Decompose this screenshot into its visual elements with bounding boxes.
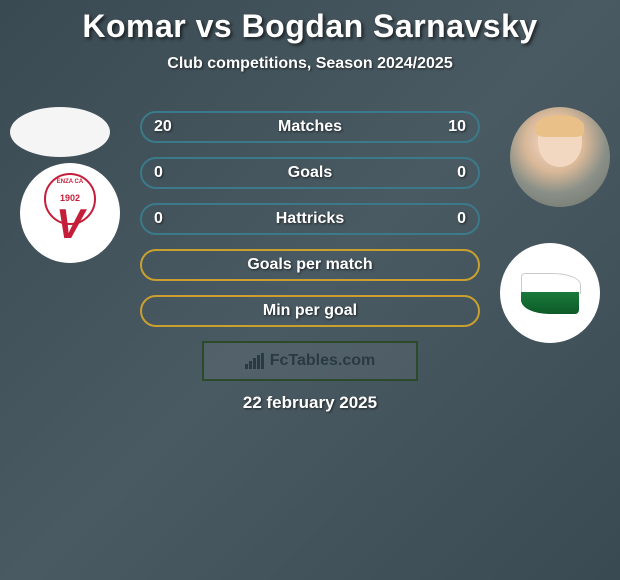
stat-value-right: 0 — [457, 210, 466, 228]
stat-value-left: 0 — [154, 164, 163, 182]
club-left-toptext: ENZA CA — [57, 179, 83, 185]
bars-icon — [245, 353, 264, 369]
stat-row: Goals per match — [140, 249, 480, 281]
stat-row: Min per goal — [140, 295, 480, 327]
stat-value-left: 20 — [154, 118, 172, 136]
club-right-flag-icon — [521, 273, 579, 313]
stat-value-right: 10 — [448, 118, 466, 136]
watermark: FcTables.com — [202, 341, 418, 381]
stat-row: 20 Matches 10 — [140, 111, 480, 143]
club-left-crest: ENZA CA 1902 V — [35, 171, 105, 256]
stat-label: Min per goal — [263, 302, 357, 320]
stat-row: 0 Goals 0 — [140, 157, 480, 189]
stat-label: Goals per match — [247, 256, 372, 274]
club-right-badge — [500, 243, 600, 343]
title: Komar vs Bogdan Sarnavsky — [0, 8, 620, 45]
stat-value-left: 0 — [154, 210, 163, 228]
date: 22 february 2025 — [0, 393, 620, 413]
stat-row: 0 Hattricks 0 — [140, 203, 480, 235]
stat-label: Matches — [278, 118, 342, 136]
stats-area: ENZA CA 1902 V 20 Matches 10 0 Goals 0 0 Hattri… — [0, 103, 620, 413]
club-left-badge: ENZA CA 1902 V — [20, 163, 120, 263]
stat-rows: 20 Matches 10 0 Goals 0 0 Hattricks 0 Goals per m… — [140, 103, 480, 327]
player-left-avatar — [10, 107, 110, 157]
subtitle: Club competitions, Season 2024/2025 — [0, 55, 620, 73]
comparison-card: Komar vs Bogdan Sarnavsky Club competiti… — [0, 0, 620, 413]
club-left-letter: V — [56, 203, 84, 245]
stat-label: Goals — [288, 164, 332, 182]
watermark-text: FcTables.com — [270, 352, 376, 370]
stat-value-right: 0 — [457, 164, 466, 182]
stat-label: Hattricks — [276, 210, 344, 228]
player-right-avatar — [510, 107, 610, 207]
